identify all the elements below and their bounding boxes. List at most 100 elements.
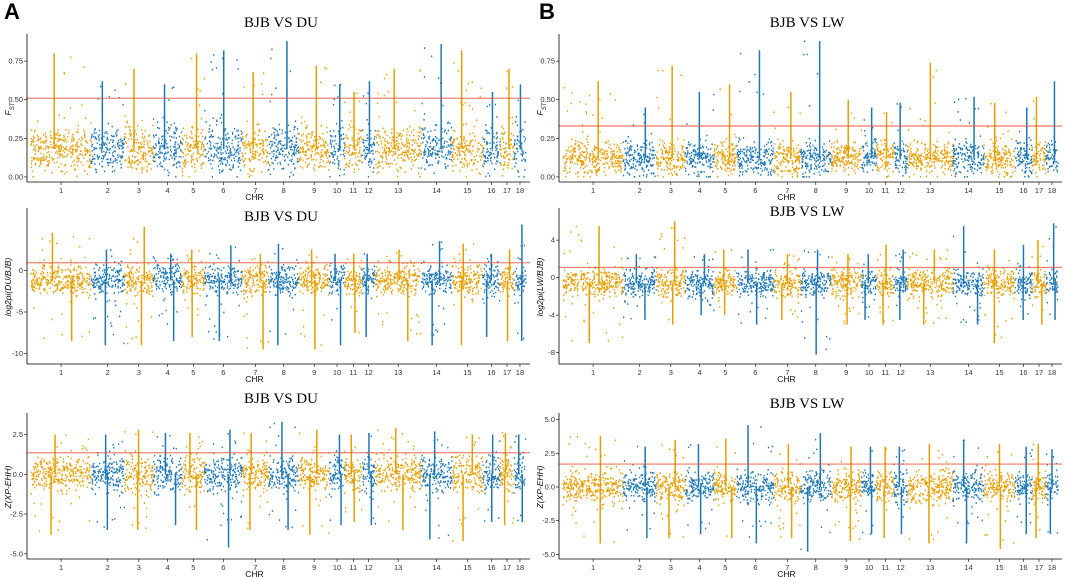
snp-point (838, 159, 840, 161)
snp-point (243, 165, 245, 167)
snp-point (430, 152, 432, 155)
snp-point (409, 125, 411, 128)
snp-point (162, 145, 165, 148)
snp-point (277, 156, 279, 158)
snp-point (603, 152, 605, 155)
snp-point (648, 156, 650, 158)
snp-point (368, 149, 370, 151)
snp-point (71, 148, 74, 151)
snp-point (669, 162, 672, 164)
snp-point (798, 159, 800, 161)
snp-point (277, 149, 279, 151)
snp-point (105, 152, 107, 154)
snp-point (427, 155, 429, 158)
snp-point (263, 161, 265, 163)
snp-point (842, 161, 844, 163)
snp-point (108, 95, 110, 98)
snp-point (570, 102, 572, 105)
snp-point (866, 144, 868, 147)
snp-point (968, 149, 971, 152)
snp-point (690, 154, 693, 157)
snp-point (909, 143, 911, 145)
snp-point (297, 149, 300, 152)
snp-point (124, 115, 126, 117)
snp-point (645, 176, 648, 178)
snp-point (749, 146, 751, 149)
snp-point (84, 154, 86, 156)
snp-point (819, 174, 821, 176)
chr-3-points (123, 68, 154, 174)
snp-point (603, 156, 605, 159)
snp-point (734, 147, 736, 149)
snp-point (238, 153, 240, 155)
peak-spike (393, 68, 395, 150)
snp-point (237, 144, 239, 146)
snp-point (273, 149, 275, 152)
snp-point (216, 119, 218, 122)
snp-point (606, 156, 608, 158)
snp-point (253, 85, 255, 87)
snp-point (724, 168, 726, 171)
snp-point (313, 167, 315, 169)
snp-point (127, 125, 129, 128)
snp-point (400, 132, 402, 135)
snp-point (671, 160, 673, 162)
snp-point (843, 162, 845, 164)
snp-point (208, 128, 210, 130)
snp-point (926, 153, 928, 155)
snp-point (319, 137, 321, 139)
snp-point (406, 139, 408, 141)
snp-point (410, 156, 412, 159)
snp-point (813, 152, 815, 154)
snp-point (338, 164, 340, 167)
snp-point (391, 128, 393, 130)
snp-point (358, 168, 360, 170)
snp-point (669, 147, 671, 150)
snp-point (845, 163, 847, 166)
snp-point (275, 129, 277, 131)
snp-point (417, 138, 420, 141)
snp-point (39, 141, 42, 144)
snp-point (581, 162, 583, 165)
snp-point (513, 143, 516, 145)
snp-point (917, 149, 919, 152)
snp-point (932, 76, 934, 78)
snp-point (35, 150, 37, 152)
snp-point (146, 139, 148, 142)
x-tick-label: 15 (463, 186, 471, 195)
snp-point (834, 155, 837, 157)
snp-point (832, 162, 834, 165)
snp-point (112, 165, 114, 168)
snp-point (793, 155, 795, 157)
snp-point (302, 148, 305, 150)
snp-point (632, 166, 635, 168)
snp-point (992, 150, 995, 152)
snp-point (459, 135, 461, 138)
snp-point (628, 150, 630, 153)
snp-point (242, 136, 244, 138)
snp-point (657, 165, 659, 168)
snp-point (54, 137, 56, 140)
snp-point (462, 146, 464, 148)
snp-point (614, 169, 616, 172)
snp-point (157, 153, 159, 156)
snp-point (669, 151, 671, 154)
snp-point (158, 150, 160, 153)
snp-point (188, 175, 190, 178)
snp-point (515, 121, 517, 123)
snp-point (224, 150, 227, 153)
snp-point (200, 164, 202, 167)
snp-point (98, 129, 101, 132)
snp-point (801, 152, 804, 154)
snp-point (832, 165, 834, 167)
snp-point (325, 154, 328, 157)
snp-point (701, 156, 703, 159)
snp-point (447, 121, 449, 123)
snp-point (952, 165, 954, 167)
snp-point (584, 145, 586, 148)
snp-point (396, 157, 399, 159)
snp-point (621, 160, 623, 163)
snp-point (630, 149, 632, 151)
snp-point (321, 153, 323, 156)
snp-point (372, 143, 374, 146)
